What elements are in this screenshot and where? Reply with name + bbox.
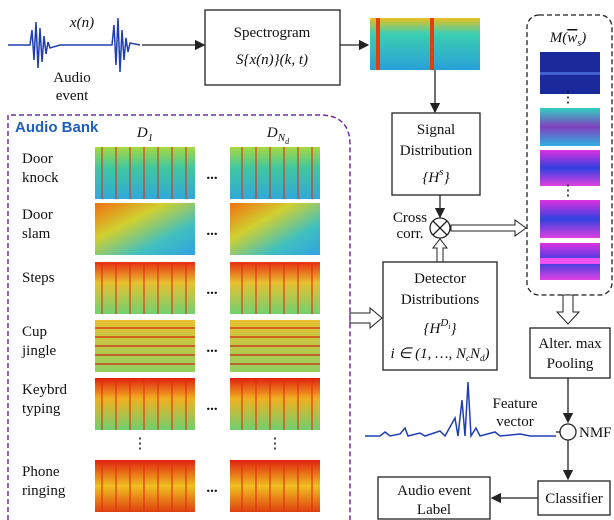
shape: [560, 424, 576, 440]
signal-label: x(n): [69, 15, 94, 31]
audio-bank-title: Audio Bank: [15, 119, 99, 136]
row-label: Door: [22, 207, 53, 223]
diagram: x(n) Audio event Spectrogram S{x(n)}(k, …: [0, 0, 614, 520]
detector-label: Detector: [414, 271, 466, 287]
ellipsis: ...: [206, 223, 218, 239]
cross-corr-label: Cross: [393, 210, 427, 226]
text-part: d: [285, 137, 290, 146]
shape: [205, 10, 340, 85]
shape: [540, 108, 600, 146]
shape: [540, 258, 600, 264]
shape: [376, 18, 380, 70]
shape: [430, 18, 434, 70]
pooling-label: Pooling: [547, 356, 594, 372]
ellipsis: ...: [206, 167, 218, 183]
nmf-label: NMF: [579, 425, 612, 441]
spectrogram-overlay: [95, 147, 195, 199]
spectrogram-overlay: [95, 262, 195, 314]
signal-dist-label: Distribution: [400, 143, 473, 159]
row-label: Keybrd: [22, 382, 67, 398]
output-label: Audio event: [397, 483, 472, 499]
shape: [557, 295, 579, 324]
shape: [370, 18, 480, 70]
text-part: w: [567, 30, 577, 46]
detector-label: Distributions: [401, 292, 480, 308]
text-part: D: [136, 125, 148, 141]
ellipsis: ...: [206, 340, 218, 356]
ellipsis: ...: [206, 282, 218, 298]
ellipsis: ...: [206, 398, 218, 414]
text-part: }: [451, 321, 457, 337]
spectrogram-overlay: [230, 147, 320, 199]
column-label: D1: [136, 125, 153, 144]
text-part: {H: [422, 170, 440, 186]
signal-dist-label: Signal: [417, 122, 455, 138]
spectrogram-overlay: [230, 320, 320, 372]
text-part: {H: [423, 321, 441, 337]
shape: [451, 220, 526, 236]
row-label: knock: [22, 170, 59, 186]
text-part: D: [439, 317, 448, 329]
cross-corr-label: corr.: [396, 226, 423, 242]
text-part: 1: [148, 132, 154, 144]
spectrogram-title: Spectrogram: [234, 25, 311, 41]
output-label: Label: [417, 502, 451, 518]
classifier-label: Classifier: [545, 491, 603, 507]
templates-label: M(ws): [549, 30, 586, 49]
input-label: event: [56, 88, 89, 104]
detector-range: i ∈ (1, …, NcNd): [390, 346, 489, 363]
column-label: DNd: [266, 125, 290, 146]
text-part: }: [444, 170, 450, 186]
shape: Door knock... Door slam... Steps... Cup jingle…: [21, 147, 320, 512]
shape: [540, 200, 600, 238]
row-label: Cup: [22, 324, 47, 340]
vdots: ⋮: [268, 436, 283, 452]
spectrogram-overlay: [95, 378, 195, 430]
text-part: ): [484, 346, 490, 362]
ellipsis: ...: [206, 480, 218, 496]
row-label: typing: [22, 401, 61, 417]
row-label: Door: [22, 151, 53, 167]
text-part: ): [580, 30, 586, 46]
feature-vector-label: vector: [496, 414, 533, 430]
shape: [350, 308, 382, 328]
pooling-label: Alter. max: [538, 336, 602, 352]
text-part: M(: [549, 30, 568, 46]
spectrogram-overlay: [95, 320, 195, 372]
spectrogram-overlay: [230, 262, 320, 314]
text-part: D: [266, 125, 278, 141]
spectrogram-thumb: [95, 203, 195, 255]
shape: [540, 72, 600, 75]
spectrogram-overlay: [230, 460, 320, 512]
row-label: ringing: [22, 483, 66, 499]
spectrogram-overlay: [230, 378, 320, 430]
feature-vector-label: Feature: [493, 396, 538, 412]
row-label: Phone: [22, 464, 60, 480]
row-label: jingle: [21, 343, 57, 359]
vdots: ⋮: [561, 183, 576, 199]
shape: [540, 150, 600, 186]
text-part: i ∈ (1, …, N: [390, 346, 467, 362]
spectrogram-formula: S{x(n)}(k, t): [236, 52, 308, 68]
shape: [433, 239, 447, 262]
vdots: ⋮: [133, 436, 148, 452]
spectrogram-overlay: [95, 460, 195, 512]
row-label: slam: [22, 226, 51, 242]
row-label: Steps: [22, 270, 55, 286]
spectrogram-thumb: [230, 203, 320, 255]
input-label: Audio: [53, 70, 91, 86]
vdots: ⋮: [561, 90, 576, 106]
